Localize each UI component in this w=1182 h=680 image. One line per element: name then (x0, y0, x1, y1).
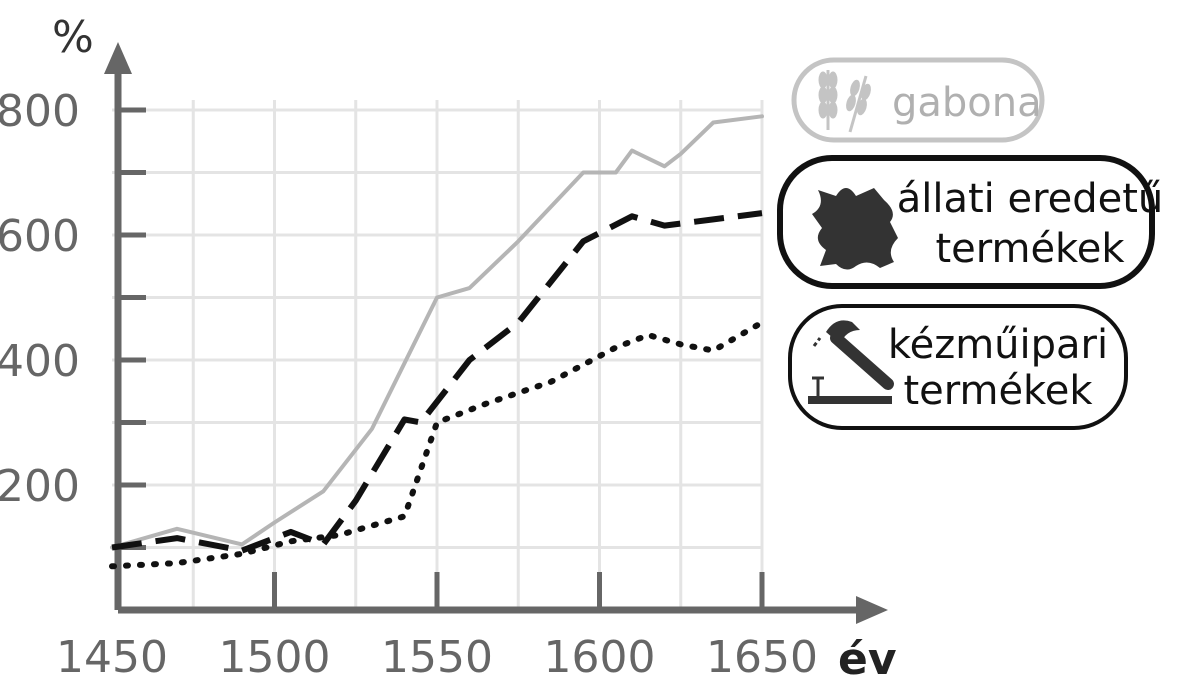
legend-label-kezmuipari-line1: kézműipari (888, 322, 1108, 368)
x-tick-label: 1600 (544, 632, 656, 680)
wheat-icon (818, 70, 871, 133)
series-line-kezmuipari (109, 319, 765, 570)
x-tick-label: 1450 (56, 632, 168, 680)
legend-label-allati-line2: termékek (935, 226, 1125, 272)
legend-item-gabona: gabona (791, 57, 1045, 143)
x-axis-title: év (838, 634, 897, 680)
legend-label-kezmuipari-line2: termékek (903, 368, 1093, 414)
series-line-allati (111, 210, 763, 554)
x-axis-arrow (856, 596, 888, 624)
legend-label-gabona: gabona (892, 80, 1042, 126)
ticks: 200 400 600 800 1450 1500 1550 1600 1650 (0, 86, 818, 680)
x-tick-label: 1650 (706, 632, 818, 680)
legend-label-allati-line1: állati eredetű (897, 176, 1164, 222)
hammer-icon (808, 320, 894, 404)
legend: gabona állati eredetű termékek kézműipar… (777, 57, 1164, 430)
y-axis-arrow (104, 42, 132, 74)
series-lines (109, 114, 765, 570)
x-tick-label: 1500 (219, 632, 331, 680)
y-tick-label: 400 (0, 336, 80, 387)
grid (112, 100, 764, 610)
leather-icon (812, 188, 898, 270)
y-tick-label: 200 (0, 461, 80, 512)
axes (104, 42, 888, 624)
y-tick-label: 800 (0, 86, 80, 137)
series-line-gabona (110, 114, 764, 550)
legend-item-allati: állati eredetű termékek (777, 155, 1164, 289)
y-tick-label: 600 (0, 211, 80, 262)
legend-item-kezmuipari: kézműipari termékek (788, 304, 1128, 430)
y-axis-title: % (52, 12, 94, 63)
x-tick-label: 1550 (381, 632, 493, 680)
